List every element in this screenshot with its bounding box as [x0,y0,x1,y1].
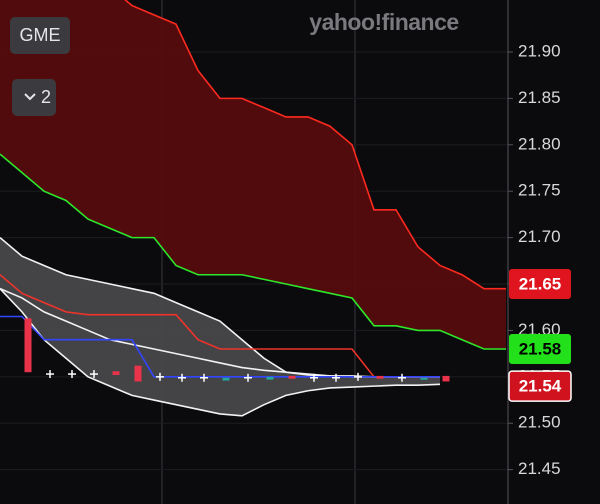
candle-body [266,376,274,380]
y-tick-label: 21.70 [518,227,561,246]
series-line [0,153,506,350]
candle-body [222,377,230,381]
band-fill [0,0,506,349]
y-tick-label: 21.45 [518,459,561,478]
candle-body [24,318,32,373]
series-line [124,0,506,290]
price-badge-label: 21.54 [519,377,562,396]
y-tick-label: 21.80 [518,134,561,153]
y-tick-label: 21.85 [518,88,561,107]
symbol-button[interactable]: GME [10,17,70,54]
candle-body [288,375,296,379]
price-badge [509,333,571,364]
price-badge-label: 21.58 [519,339,562,358]
chevron-icon[interactable] [24,93,36,101]
plot-area [0,0,508,504]
button-background[interactable] [10,17,70,54]
series-line [0,288,441,417]
y-tick-label: 21.75 [518,181,561,200]
candle-body [420,377,428,380]
series-line [0,274,440,378]
interval-label[interactable]: 2 [41,87,51,107]
price-badge [509,269,571,300]
candle-body [112,371,120,375]
button-background[interactable] [12,79,56,116]
price-badge-label: 21.65 [519,275,562,294]
candle-body [376,375,384,379]
y-tick-label: 21.50 [518,413,561,432]
y-tick-label: 21.90 [518,41,561,60]
candle-body [134,365,142,382]
price-badge [508,370,572,402]
series-line [0,315,440,378]
symbol-label[interactable]: GME [19,25,60,45]
band-fill [0,237,440,416]
candle-body [442,375,450,382]
interval-button[interactable]: 2 [12,79,56,116]
logo: yahoo!finance [309,9,458,35]
